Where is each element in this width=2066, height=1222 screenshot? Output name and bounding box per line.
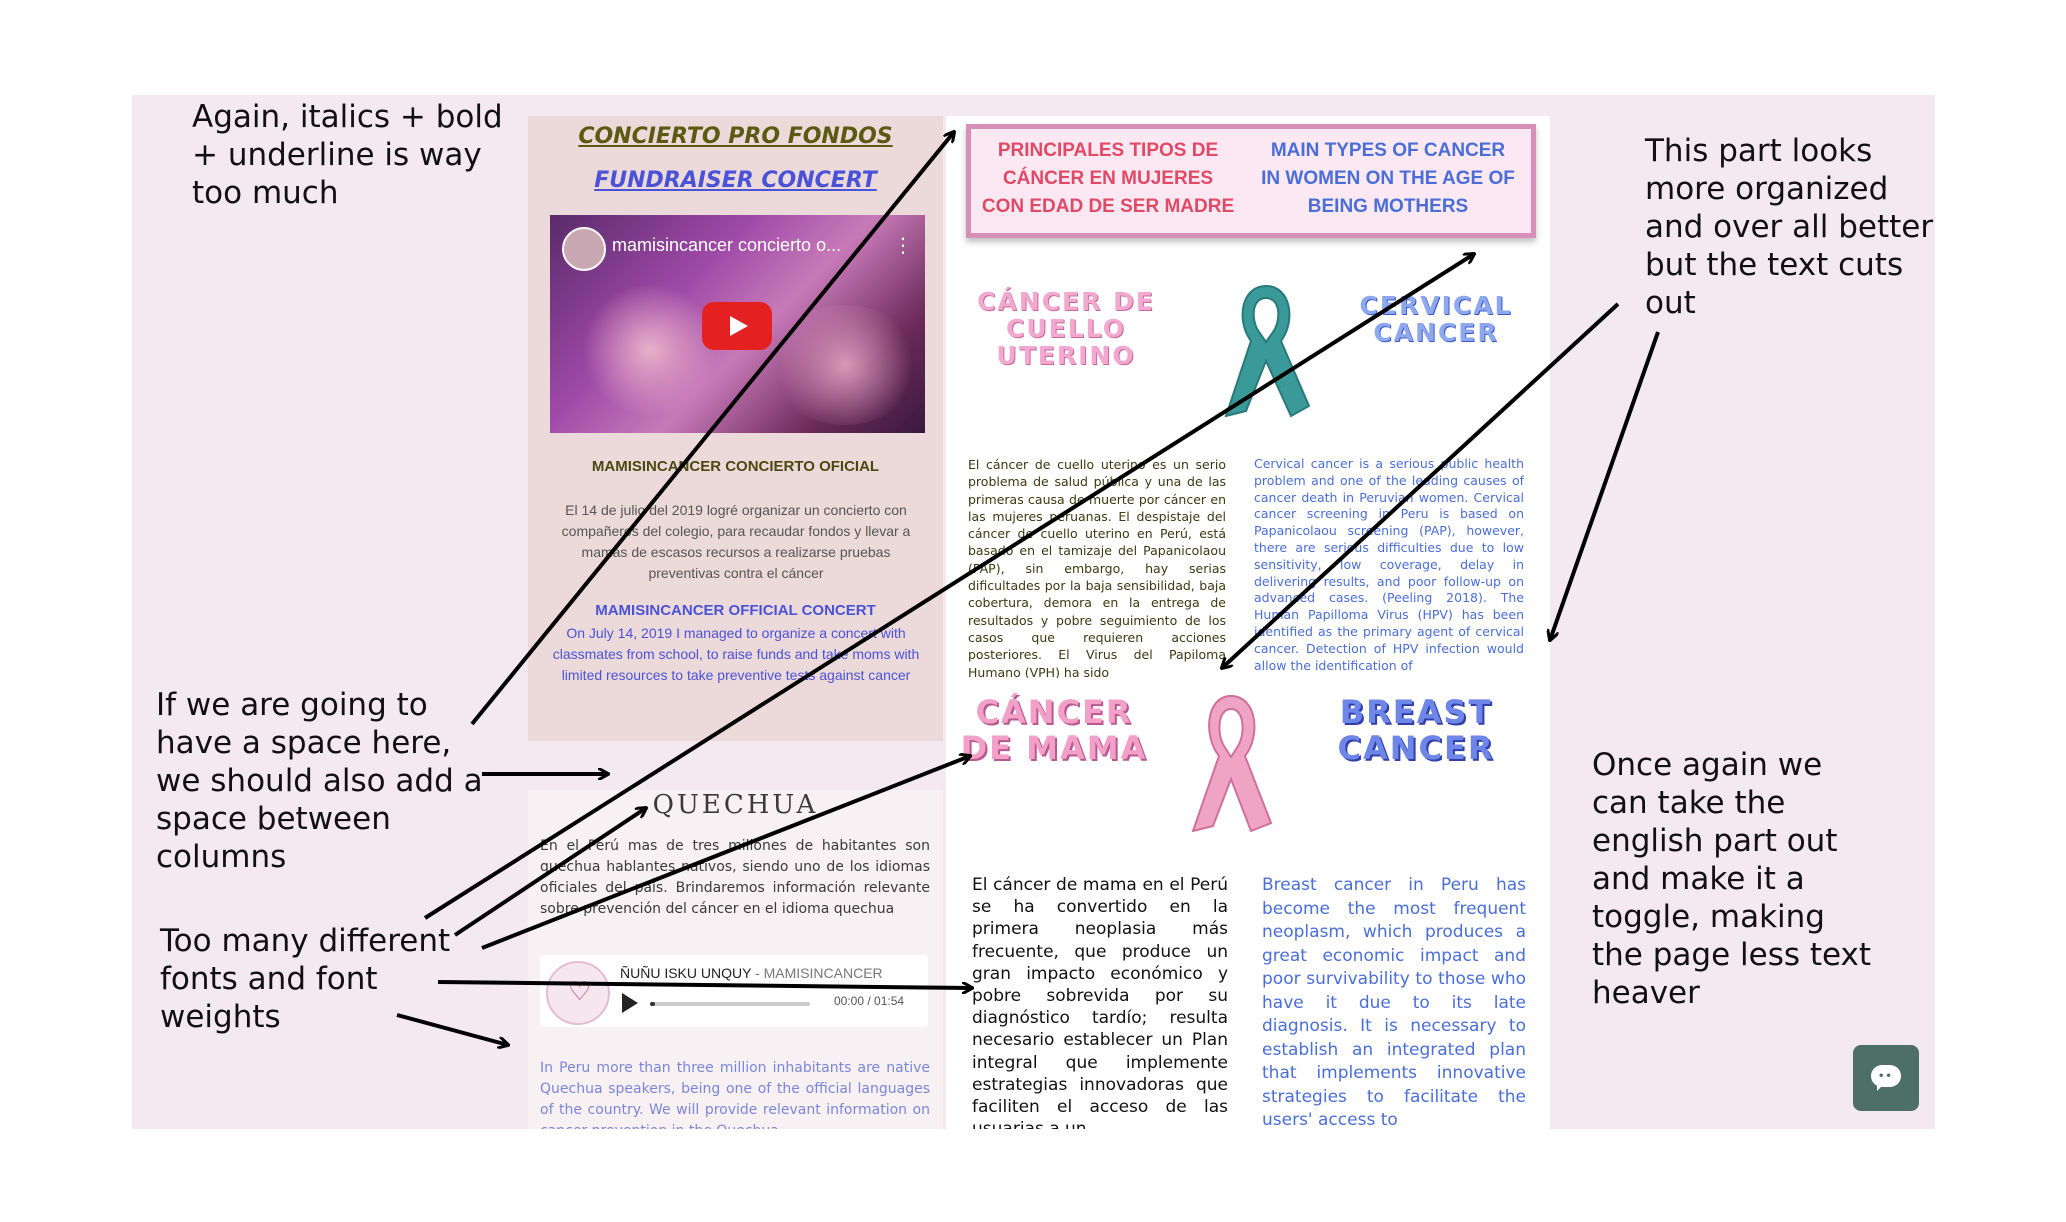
breast-text-es: El cáncer de mama en el Perú se ha conve… bbox=[972, 875, 1228, 1129]
video-player[interactable]: mamisincancer concierto o... ⋮ bbox=[550, 215, 925, 433]
breast-title-en: BREAST CANCER bbox=[1337, 693, 1495, 767]
concert-heading-en: MAMISINCANCER OFFICIAL CONCERT bbox=[595, 602, 876, 619]
play-icon[interactable] bbox=[622, 993, 638, 1013]
track-logo: ♡ bbox=[546, 961, 610, 1025]
channel-avatar[interactable] bbox=[562, 227, 606, 271]
breast-text-en: Breast cancer in Peru has become the mos… bbox=[1262, 875, 1526, 1129]
concert-section: CONCIERTO PRO FONDOS FUNDRAISER CONCERT … bbox=[528, 116, 943, 741]
chat-dots: •• bbox=[1878, 1071, 1893, 1082]
audio-player: ♡ ÑUÑU ISKU UNQUY - MAMISINCANCER 00:00 … bbox=[540, 955, 928, 1027]
cervical-text-en: Cervical cancer is a serious public heal… bbox=[1254, 456, 1524, 673]
types-header-es: PRINCIPALES TIPOS DE CÁNCER EN MUJERES C… bbox=[981, 140, 1235, 217]
quechua-title: QUECHUA bbox=[652, 790, 819, 820]
annotation-styling: Again, italics + bold + underline is way… bbox=[192, 99, 503, 211]
concert-title-es[interactable]: CONCIERTO PRO FONDOS bbox=[578, 124, 893, 149]
quechua-text-es: En el Perú mas de tres millones de habit… bbox=[540, 838, 930, 917]
concert-heading-es: MAMISINCANCER CONCIERTO OFICIAL bbox=[591, 458, 880, 475]
concert-body-es: El 14 de julio del 2019 logré organizar … bbox=[561, 502, 911, 581]
annotation-fonts: Too many different fonts and font weight… bbox=[160, 923, 451, 1035]
video-frame-glow bbox=[580, 285, 720, 415]
heart-icon: ♡ bbox=[568, 977, 592, 1007]
chat-bubble-icon bbox=[1871, 1065, 1901, 1091]
teal-ribbon-icon bbox=[1224, 284, 1311, 418]
cervical-text-es: El cáncer de cuello uterino es un serio … bbox=[968, 457, 1226, 678]
breast-title-es: CÁNCER DE MAMA bbox=[960, 693, 1148, 767]
annotation-organization: This part looks more organized and over … bbox=[1645, 133, 1934, 321]
quechua-text-en: In Peru more than three million inhabita… bbox=[540, 1060, 930, 1129]
audio-progress-fill bbox=[650, 1002, 655, 1006]
youtube-play-icon[interactable] bbox=[702, 302, 772, 350]
cancer-types-section: PRINCIPALES TIPOS DE CÁNCER EN MUJERES C… bbox=[946, 116, 1550, 1129]
cervical-title-en: CERVICAL CANCER bbox=[1359, 291, 1513, 347]
types-header-en: MAIN TYPES OF CANCER IN WOMEN ON THE AGE… bbox=[1261, 140, 1515, 217]
types-header-box: PRINCIPALES TIPOS DE CÁNCER EN MUJERES C… bbox=[966, 124, 1536, 238]
video-frame-glow bbox=[770, 305, 920, 425]
annotation-spacing: If we are going to have a space here, we… bbox=[156, 687, 483, 875]
concert-body-en: On July 14, 2019 I managed to organize a… bbox=[552, 625, 920, 683]
video-title[interactable]: mamisincancer concierto o... bbox=[612, 235, 842, 255]
track-artist[interactable]: - MAMISINCANCER bbox=[755, 965, 883, 981]
track-time: 00:00 / 01:54 bbox=[834, 994, 905, 1008]
track-title-line[interactable]: ÑUÑU ISKU UNQUY - MAMISINCANCER bbox=[620, 965, 883, 981]
more-vert-icon[interactable]: ⋮ bbox=[893, 233, 913, 257]
cervical-title-es: CÁNCER DE CUELLO UTERINO bbox=[977, 287, 1155, 370]
pink-ribbon-icon bbox=[1191, 694, 1273, 833]
concert-title-en[interactable]: FUNDRAISER CONCERT bbox=[594, 168, 877, 193]
chat-button[interactable]: •• bbox=[1853, 1045, 1919, 1111]
annotation-toggle: Once again we can take the english part … bbox=[1592, 747, 1872, 1011]
track-title[interactable]: ÑUÑU ISKU UNQUY bbox=[620, 965, 752, 981]
quechua-section: QUECHUA En el Perú mas de tres millones … bbox=[528, 790, 943, 1129]
audio-progress-slider[interactable] bbox=[650, 1002, 810, 1006]
